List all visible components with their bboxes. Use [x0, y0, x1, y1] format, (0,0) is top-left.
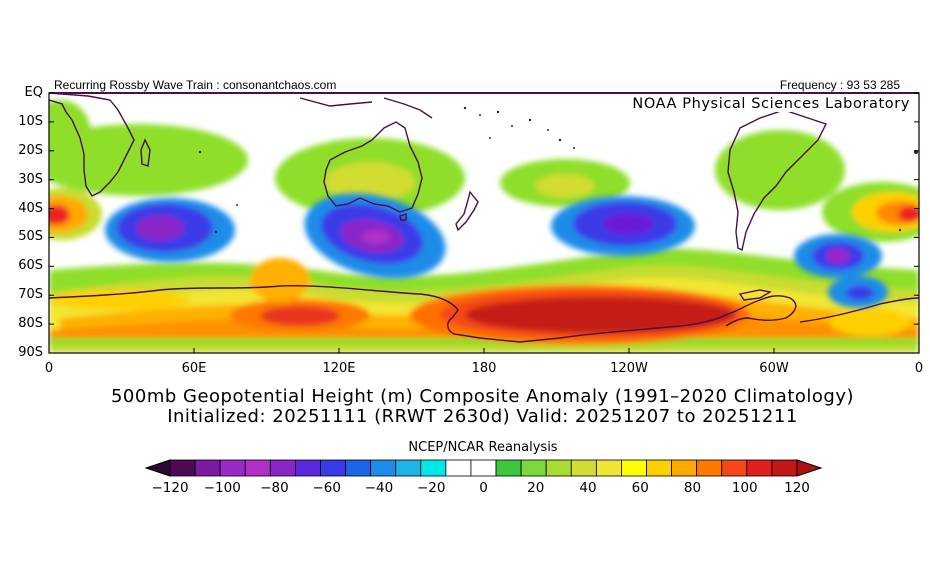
colorbar-tick-label: 0 — [479, 480, 488, 496]
colorbar-swatch — [495, 459, 522, 477]
latitude-label: 20S — [18, 142, 43, 158]
colorbar-swatch — [244, 459, 271, 477]
latitude-label: 90S — [18, 345, 43, 360]
lab-name: NOAA Physical Sciences Laboratory — [630, 96, 912, 112]
colorbar-tick-label: 120 — [784, 480, 810, 496]
colorbar-swatch — [395, 459, 422, 477]
colorbar-tick-label: 60 — [631, 480, 649, 496]
longitude-label: 180 — [471, 361, 497, 376]
colorbar-swatch — [219, 459, 246, 477]
longitude-label: 120E — [322, 361, 356, 376]
colorbar-swatch — [194, 459, 221, 477]
colorbar-swatch — [520, 459, 547, 477]
map-subtitle: Initialized: 20251111 (RRWT 2630d) Valid… — [167, 406, 798, 427]
longitude-label: 60W — [759, 361, 789, 376]
coastlines — [49, 93, 919, 343]
longitude-label: 0 — [44, 361, 54, 376]
colorbar-swatch — [294, 459, 321, 477]
colorbar-swatch — [771, 459, 798, 477]
longitude-label: 0 — [914, 361, 924, 376]
latitude-label: 70S — [18, 287, 43, 303]
colorbar-swatch — [420, 459, 447, 477]
colorbar-tick-label: 100 — [731, 480, 758, 496]
header-frequency: Frequency : 93 53 285 — [779, 78, 900, 92]
colorbar-swatch — [646, 459, 673, 477]
colorbar-swatch — [621, 459, 647, 477]
colorbar-swatch — [746, 459, 773, 477]
colorbar-swatch — [671, 459, 698, 477]
colorbar-tick-label: −20 — [417, 480, 446, 496]
colorbar-tick-label: −80 — [260, 480, 289, 496]
colorbar-swatch — [445, 459, 472, 477]
colorbar-tick-label: −120 — [151, 480, 189, 496]
anomaly-field — [49, 93, 919, 353]
colorbar-swatch — [345, 459, 372, 477]
colorbar-tick-label: 20 — [527, 480, 545, 496]
latitude-label: 30S — [18, 171, 43, 187]
colorbar-swatch — [169, 459, 196, 477]
colorbar-right-arrow — [796, 459, 823, 477]
colorbar-swatch — [570, 459, 597, 477]
colorbar-tick-label: −60 — [312, 480, 342, 496]
colorbar-tick-label: −100 — [203, 480, 241, 496]
longitude-label: 120W — [610, 361, 648, 376]
colorbar-swatch — [545, 459, 572, 477]
latitude-label: 80S — [18, 316, 43, 332]
header-credit: Recurring Rossby Wave Train : consonantc… — [54, 78, 337, 92]
colorbar-swatch — [721, 459, 748, 477]
latitude-label: 60S — [18, 258, 43, 274]
latitude-ticks — [49, 92, 919, 354]
map-title: 500mb Geopotential Height (m) Composite … — [110, 386, 855, 407]
longitude-ticks — [48, 348, 920, 353]
latitude-label: 50S — [18, 229, 43, 245]
colorbar — [144, 459, 823, 477]
colorbar-tick-label: −40 — [364, 480, 394, 496]
colorbar-tick-label: 40 — [579, 480, 597, 496]
colorbar-swatch — [370, 459, 397, 477]
colorbar-swatch — [320, 459, 346, 477]
colorbar-source: NCEP/NCAR Reanalysis — [408, 440, 558, 455]
longitude-label: 60E — [181, 361, 207, 376]
latitude-label: EQ — [24, 85, 43, 100]
colorbar-swatch — [595, 459, 622, 477]
colorbar-swatch — [696, 459, 723, 477]
colorbar-swatch — [269, 459, 296, 477]
colorbar-swatch — [470, 459, 497, 477]
latitude-label: 40S — [18, 200, 43, 216]
latitude-label: 10S — [18, 113, 43, 129]
colorbar-tick-label: 80 — [683, 480, 702, 496]
colorbar-left-arrow — [144, 459, 171, 477]
